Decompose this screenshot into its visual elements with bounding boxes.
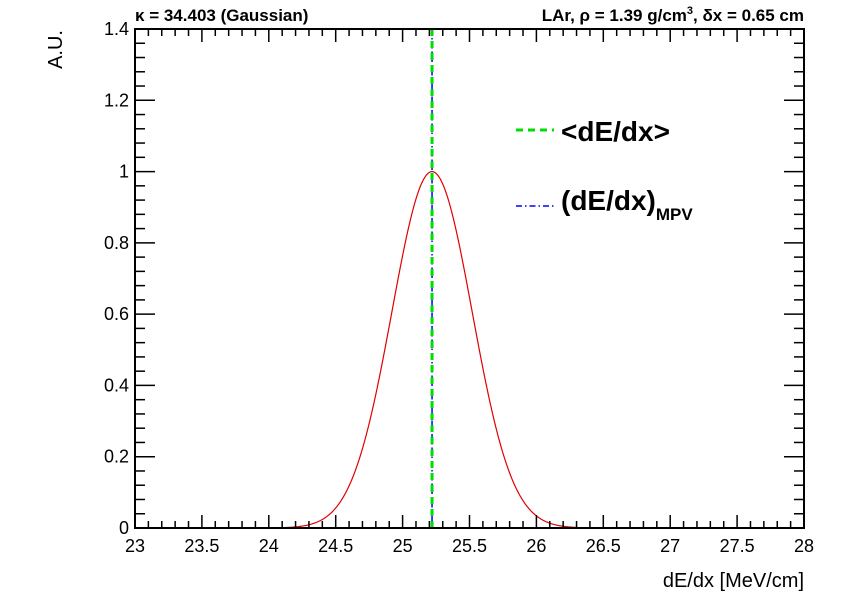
x-tick-label: 26	[526, 536, 546, 556]
x-tick-label: 25.5	[452, 536, 487, 556]
legend-label-mpv: (dE/dx)MPV	[561, 185, 693, 224]
x-tick-label: 27	[660, 536, 680, 556]
y-axis-label: A.U.	[45, 30, 67, 69]
y-tick-label: 0.4	[104, 375, 129, 395]
x-tick-label: 26.5	[586, 536, 621, 556]
y-tick-label: 1.4	[104, 19, 129, 39]
legend-label-mpv-main: (dE/dx)	[561, 185, 656, 216]
y-tick-label: 0	[119, 518, 129, 538]
x-tick-label: 24.5	[318, 536, 353, 556]
x-tick-label: 23	[125, 536, 145, 556]
y-tick-label: 0.2	[104, 447, 129, 467]
y-axis: 0 0.2 0.4 0.6 0.8 1 1.2 1.4	[104, 19, 804, 538]
y-tick-label: 0.6	[104, 304, 129, 324]
x-tick-label: 25	[393, 536, 413, 556]
x-tick-label: 23.5	[184, 536, 219, 556]
plot-frame	[134, 28, 805, 529]
curve-layer	[135, 170, 804, 529]
title-right-sup: 3	[687, 5, 693, 17]
title-right: LAr, ρ = 1.39 g/cm3, δx = 0.65 cm	[542, 5, 804, 25]
y-tick-label: 1	[119, 162, 129, 182]
x-axis: 23 23.5 24 24.5 25 25.5 26 26.5 27 27.5 28	[125, 29, 814, 556]
legend-label-mpv-sub: MPV	[656, 205, 694, 224]
legend-label-mean: <dE/dx>	[561, 116, 670, 147]
x-tick-label: 28	[794, 536, 814, 556]
y-tick-label: 1.2	[104, 90, 129, 110]
x-axis-label: dE/dx [MeV/cm]	[663, 570, 804, 592]
legend: <dE/dx> (dE/dx)MPV	[516, 116, 693, 224]
title-right-prefix: LAr, ρ = 1.39 g/cm	[542, 6, 687, 25]
title-right-suffix: , δx = 0.65 cm	[693, 6, 804, 25]
series-curve-0	[135, 170, 804, 529]
x-tick-label: 27.5	[720, 536, 755, 556]
title-left: κ = 34.403 (Gaussian)	[135, 6, 308, 25]
x-tick-label: 24	[259, 536, 279, 556]
y-tick-label: 0.8	[104, 233, 129, 253]
